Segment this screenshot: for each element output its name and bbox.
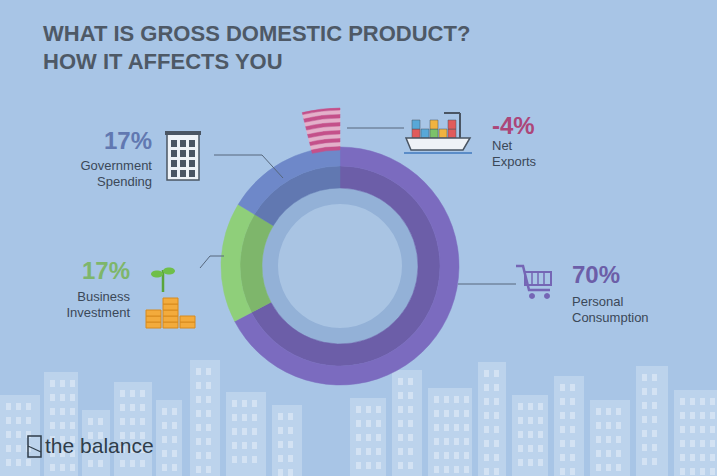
svg-text:Government: Government xyxy=(80,158,152,173)
svg-text:Consumption: Consumption xyxy=(572,310,649,325)
svg-text:WHAT IS GROSS DOMESTIC PRODUCT: WHAT IS GROSS DOMESTIC PRODUCT? xyxy=(43,21,470,46)
svg-text:-4%: -4% xyxy=(492,112,535,139)
svg-text:Spending: Spending xyxy=(97,174,152,189)
svg-text:70%: 70% xyxy=(572,261,620,288)
svg-text:17%: 17% xyxy=(104,127,152,154)
svg-text:Exports: Exports xyxy=(492,154,537,169)
svg-text:Investment: Investment xyxy=(66,305,130,320)
svg-text:the balance: the balance xyxy=(45,434,154,457)
svg-text:Personal: Personal xyxy=(572,294,623,309)
svg-text:Net: Net xyxy=(492,138,513,153)
svg-text:HOW IT AFFECTS YOU: HOW IT AFFECTS YOU xyxy=(43,49,283,74)
svg-text:17%: 17% xyxy=(82,257,130,284)
svg-text:Business: Business xyxy=(77,289,130,304)
